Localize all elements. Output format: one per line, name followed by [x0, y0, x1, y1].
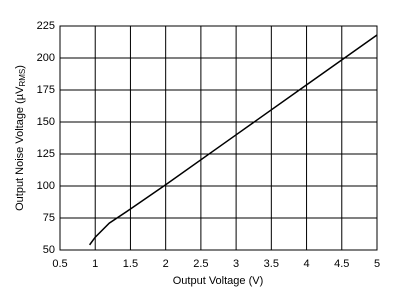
y-tick-label: 50: [43, 244, 55, 256]
y-label-subscript: RMS: [18, 69, 27, 87]
x-tick-label: 1: [92, 258, 98, 270]
y-tick-label: 75: [43, 212, 55, 224]
y-tick-label: 175: [37, 84, 55, 96]
x-tick-label: 4.5: [334, 258, 349, 270]
y-tick-label: 200: [37, 52, 55, 64]
y-label-text: Output Noise Voltage (µV: [14, 86, 26, 211]
x-tick-label: 2: [163, 258, 169, 270]
y-axis-label: Output Noise Voltage (µVRMS): [14, 65, 27, 211]
line: [88, 34, 378, 246]
x-tick-label: 4: [303, 258, 309, 270]
x-tick-label: 2.5: [193, 258, 208, 270]
x-tick-label: 0.5: [52, 258, 67, 270]
y-tick-label: 150: [37, 116, 55, 128]
y-tick-label: 100: [37, 180, 55, 192]
plot-frame: [59, 25, 378, 251]
x-axis-label: Output Voltage (V): [173, 275, 264, 287]
y-tick-label: 125: [37, 148, 55, 160]
y-label-suffix: ): [14, 65, 26, 69]
x-tick-label: 3: [233, 258, 239, 270]
x-tick-label: 3.5: [264, 258, 279, 270]
x-tick-label: 1.5: [123, 258, 138, 270]
y-tick-label: 225: [37, 20, 55, 32]
x-tick-label: 5: [374, 258, 380, 270]
